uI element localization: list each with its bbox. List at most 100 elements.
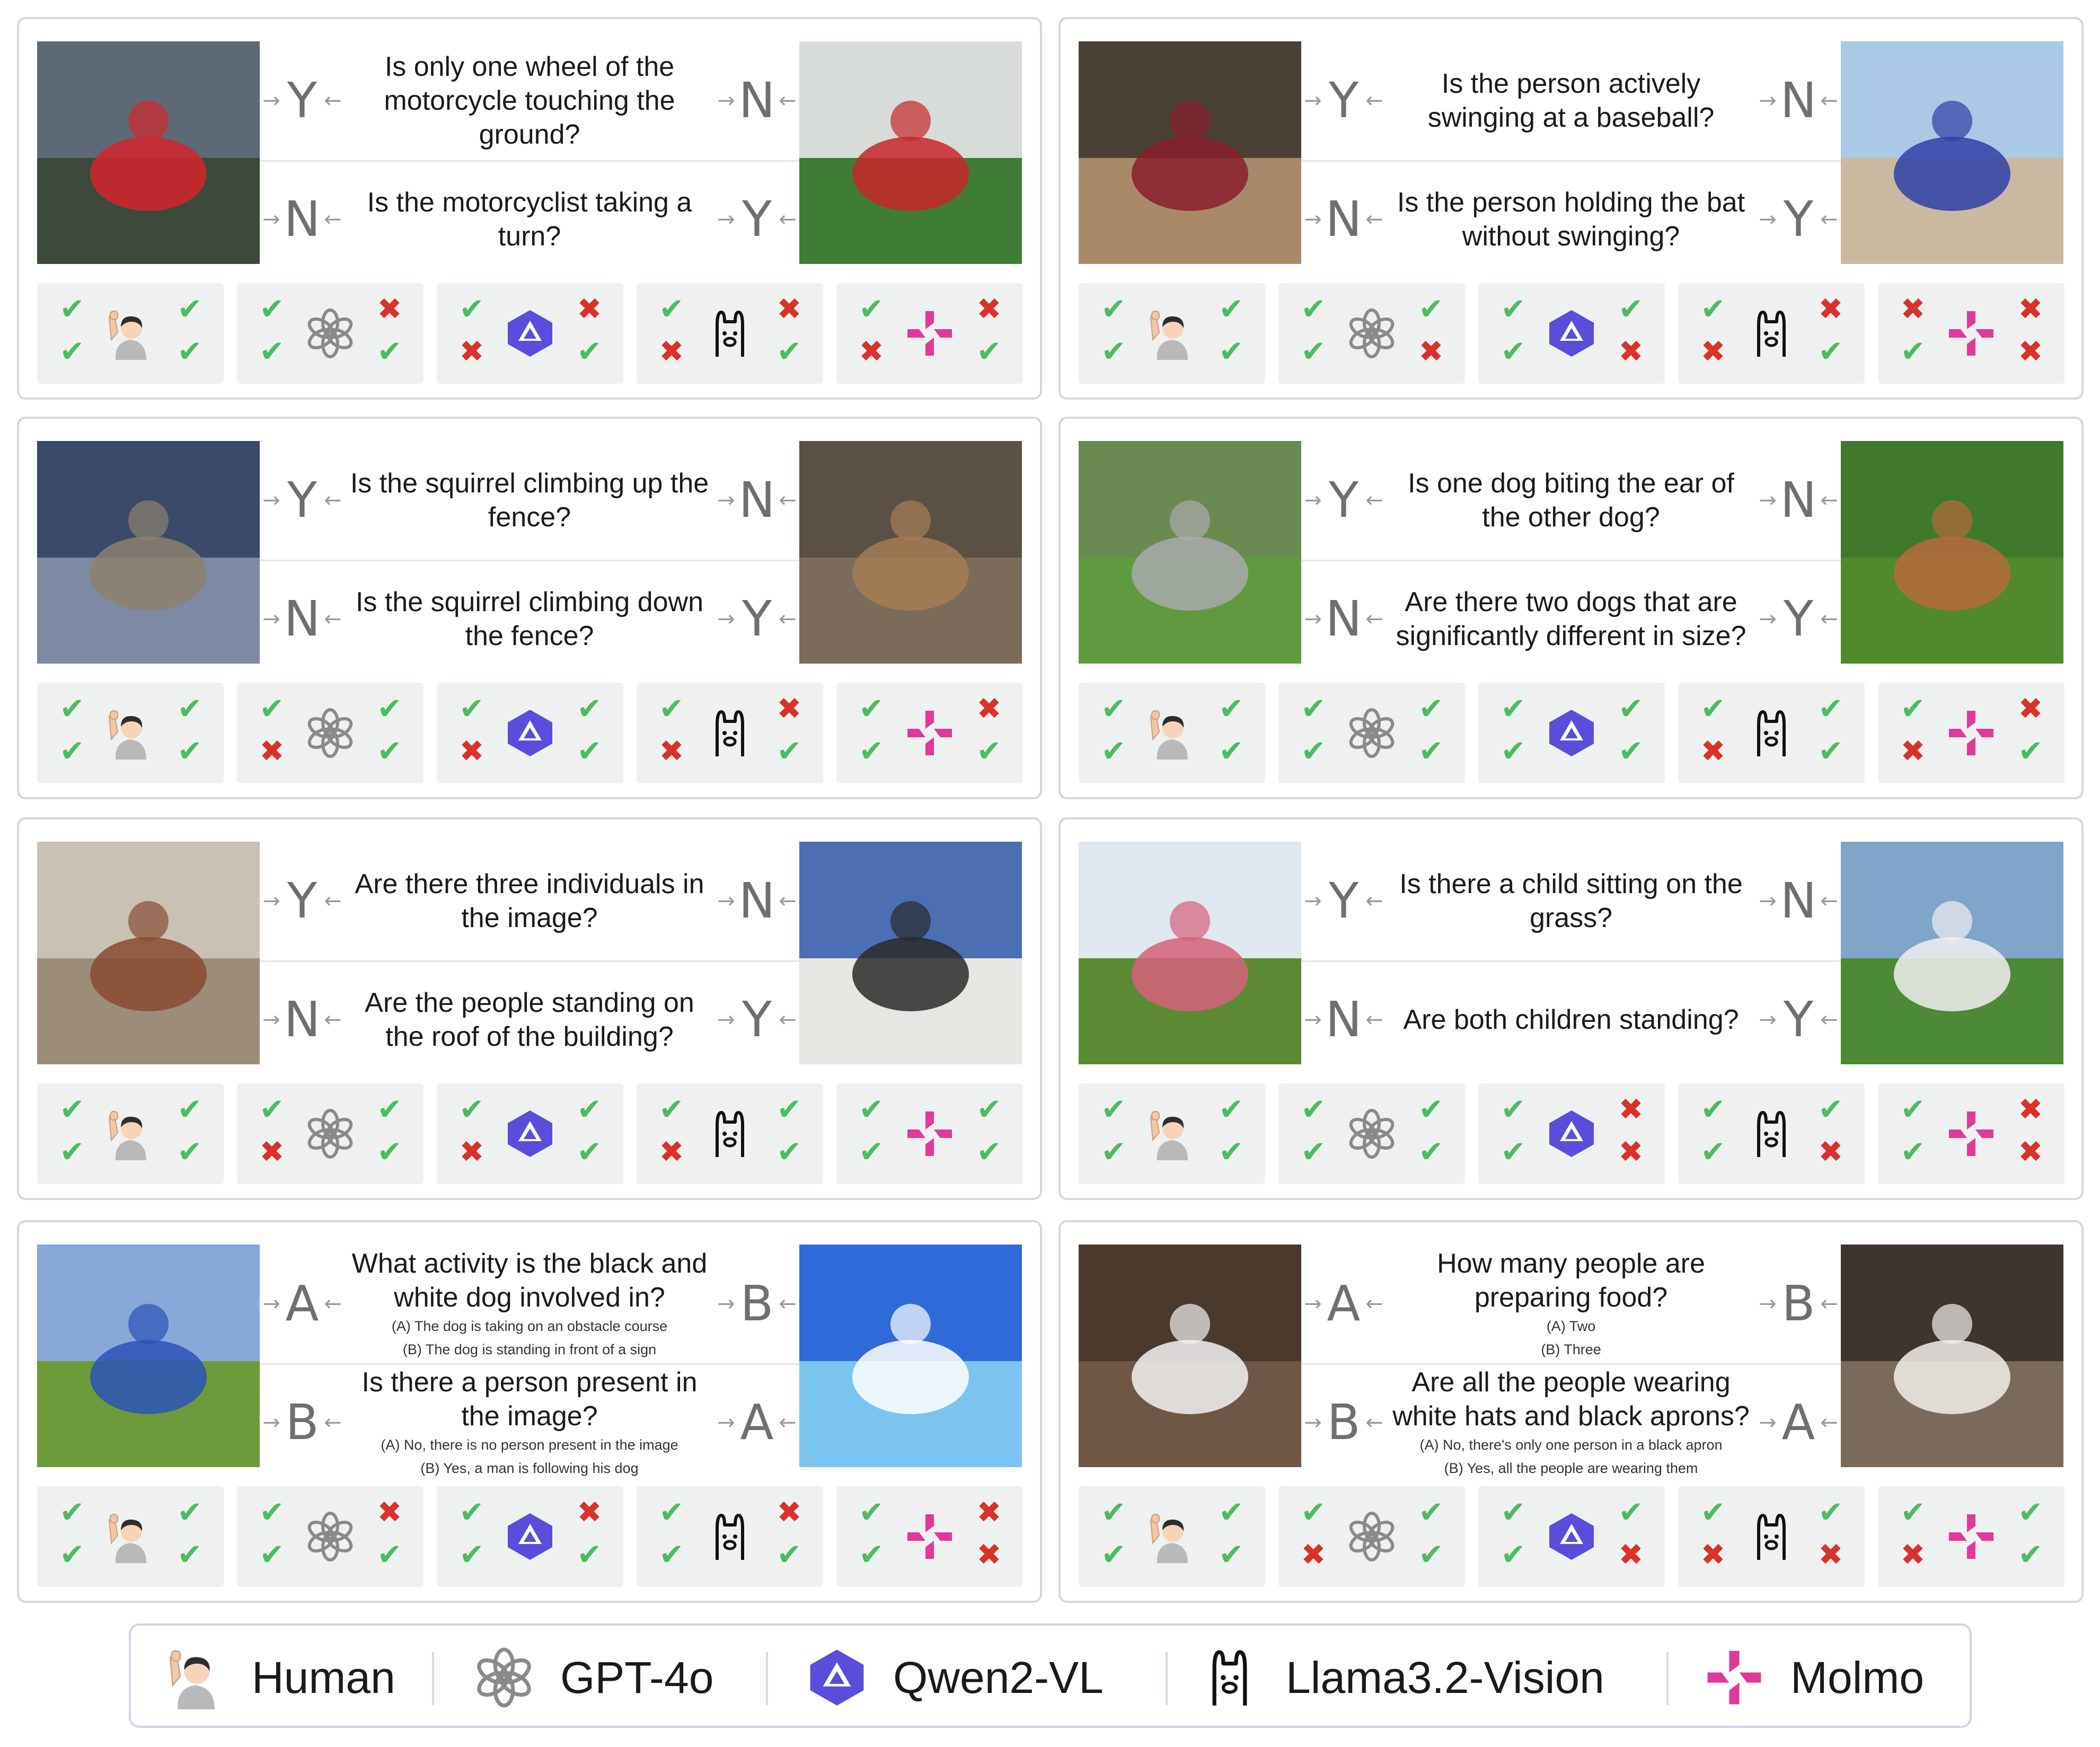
question-row: → A ← What activity is the black and white … xyxy=(260,1245,799,1363)
question-row: → N ← Are there two dogs that are significa… xyxy=(1301,560,1841,678)
check-icon: ✔ xyxy=(1501,292,1526,327)
answer-right: B xyxy=(1781,1275,1815,1332)
question-label: Is one dog biting the ear of the other d… xyxy=(1408,468,1734,533)
cross-icon: ✖ xyxy=(2018,334,2043,369)
check-icon: ✔ xyxy=(659,692,684,726)
arrow-right-icon: → xyxy=(262,1008,280,1032)
arrow-right-icon: → xyxy=(1759,207,1777,232)
question-row: → N ← Are the people standing on the roof o… xyxy=(260,960,799,1079)
check-icon: ✔ xyxy=(777,734,802,769)
check-icon: ✔ xyxy=(976,734,1002,769)
check-icon: ✔ xyxy=(1219,1495,1244,1530)
check-icon: ✔ xyxy=(1219,1092,1244,1127)
check-icon: ✔ xyxy=(859,1495,884,1530)
check-icon: ✔ xyxy=(777,334,802,369)
check-icon: ✔ xyxy=(1900,692,1926,726)
result-cell-human: ✔ ✔ ✔ ✔ xyxy=(37,283,224,384)
molmo-logo-icon xyxy=(1697,1646,1771,1709)
raised-hand-person-icon xyxy=(1145,1107,1198,1160)
check-icon: ✔ xyxy=(1501,334,1526,369)
check-icon: ✔ xyxy=(1618,292,1644,327)
cross-icon: ✖ xyxy=(777,1495,802,1530)
question-row: → Y ← Is there a child sitting on the grass… xyxy=(1301,842,1841,960)
arrow-right-icon: → xyxy=(1759,488,1777,513)
arrow-right-icon: → xyxy=(262,889,280,913)
question-label: Are both children standing? xyxy=(1403,1004,1739,1035)
check-icon: ✔ xyxy=(1101,734,1126,769)
legend-item-human: Human xyxy=(158,1646,395,1709)
result-cell-molmo: ✔ ✖ ✖ ✔ xyxy=(836,283,1023,384)
question-text: Is the squirrel climbing up the fence? xyxy=(345,466,714,534)
photo-left xyxy=(37,41,260,264)
check-icon: ✔ xyxy=(59,1135,85,1169)
molmo-logo-icon xyxy=(1945,1107,1998,1160)
result-cell-gpt: ✔ ✔ ✔ ✔ xyxy=(1278,1083,1465,1184)
arrow-left-icon: ← xyxy=(1820,89,1838,113)
question-text: Are there two dogs that are significantl… xyxy=(1386,585,1756,653)
legend-divider xyxy=(432,1652,434,1705)
check-icon: ✔ xyxy=(177,692,202,726)
cross-icon: ✖ xyxy=(1618,1538,1644,1572)
check-icon: ✔ xyxy=(777,1135,802,1169)
arrow-left-icon: ← xyxy=(779,607,797,631)
panel-children: → Y ← Is there a child sitting on the grass… xyxy=(1058,817,2084,1200)
result-cell-qwen: ✔ ✔ ✔ ✖ xyxy=(1478,283,1665,384)
arrow-left-icon: ← xyxy=(1365,1292,1383,1316)
qwen-logo-icon xyxy=(1545,1107,1598,1160)
question-text: Is only one wheel of the motorcycle touc… xyxy=(345,50,714,152)
question-label: Are the people standing on the roof of t… xyxy=(365,987,694,1052)
cross-icon: ✖ xyxy=(1900,1538,1926,1572)
arrow-left-icon: ← xyxy=(324,207,342,232)
raised-hand-person-icon xyxy=(104,1510,157,1563)
check-icon: ✔ xyxy=(1219,734,1244,769)
check-icon: ✔ xyxy=(1418,1135,1444,1169)
openai-logo-icon xyxy=(1345,707,1398,760)
arrow-right-icon: → xyxy=(1759,1292,1777,1316)
arrow-left-icon: ← xyxy=(1820,889,1838,913)
check-icon: ✔ xyxy=(1700,692,1726,726)
llama-logo-icon xyxy=(1745,707,1798,760)
qwen-logo-icon xyxy=(1545,307,1598,360)
question-label: Is there a child sitting on the grass? xyxy=(1399,869,1743,933)
check-icon: ✔ xyxy=(59,734,85,769)
check-icon: ✔ xyxy=(1618,1495,1644,1530)
answer-left: Y xyxy=(1328,72,1359,129)
openai-logo-icon xyxy=(1345,1510,1398,1563)
arrow-right-icon: → xyxy=(1304,1008,1322,1032)
arrow-left-icon: ← xyxy=(1820,1008,1838,1032)
arrow-left-icon: ← xyxy=(779,1410,797,1435)
cross-icon: ✖ xyxy=(659,734,684,769)
cross-icon: ✖ xyxy=(1418,334,1444,369)
cross-icon: ✖ xyxy=(459,334,484,369)
question-label: Is the squirrel climbing down the fence? xyxy=(355,587,704,651)
answer-option: (B) Yes, all the people are wearing them xyxy=(1444,1460,1698,1476)
panel-roof: → Y ← Are there three individuals in the im… xyxy=(17,817,1042,1200)
cross-icon: ✖ xyxy=(976,292,1002,327)
check-icon: ✔ xyxy=(459,1495,484,1530)
raised-hand-person-icon xyxy=(1145,307,1198,360)
check-icon: ✔ xyxy=(377,1538,402,1572)
question-text: How many people are preparing food? (A) T… xyxy=(1386,1247,1756,1361)
check-icon: ✔ xyxy=(1700,1092,1726,1127)
answer-left: Y xyxy=(287,72,317,129)
qwen-logo-icon xyxy=(800,1646,874,1709)
raised-hand-person-icon xyxy=(1145,707,1198,760)
llama-logo-icon xyxy=(1745,307,1798,360)
check-icon: ✔ xyxy=(259,1495,285,1530)
check-icon: ✔ xyxy=(2018,1495,2043,1530)
check-icon: ✔ xyxy=(859,1135,884,1169)
cross-icon: ✖ xyxy=(1818,1538,1843,1572)
answer-option: (A) No, there is no person present in th… xyxy=(381,1437,678,1453)
arrow-left-icon: ← xyxy=(324,607,342,631)
cross-icon: ✖ xyxy=(459,1135,484,1169)
arrow-left-icon: ← xyxy=(1365,89,1383,113)
answer-right: A xyxy=(1781,1394,1815,1451)
arrow-right-icon: → xyxy=(1759,89,1777,113)
photo-left xyxy=(1079,1245,1301,1467)
photo-left xyxy=(1079,41,1301,264)
check-icon: ✔ xyxy=(1818,1495,1843,1530)
question-row: → N ← Is the person holding the bat without… xyxy=(1301,160,1841,279)
question-text: Are both children standing? xyxy=(1386,1003,1756,1037)
cross-icon: ✖ xyxy=(577,1495,602,1530)
cross-icon: ✖ xyxy=(976,1538,1002,1572)
